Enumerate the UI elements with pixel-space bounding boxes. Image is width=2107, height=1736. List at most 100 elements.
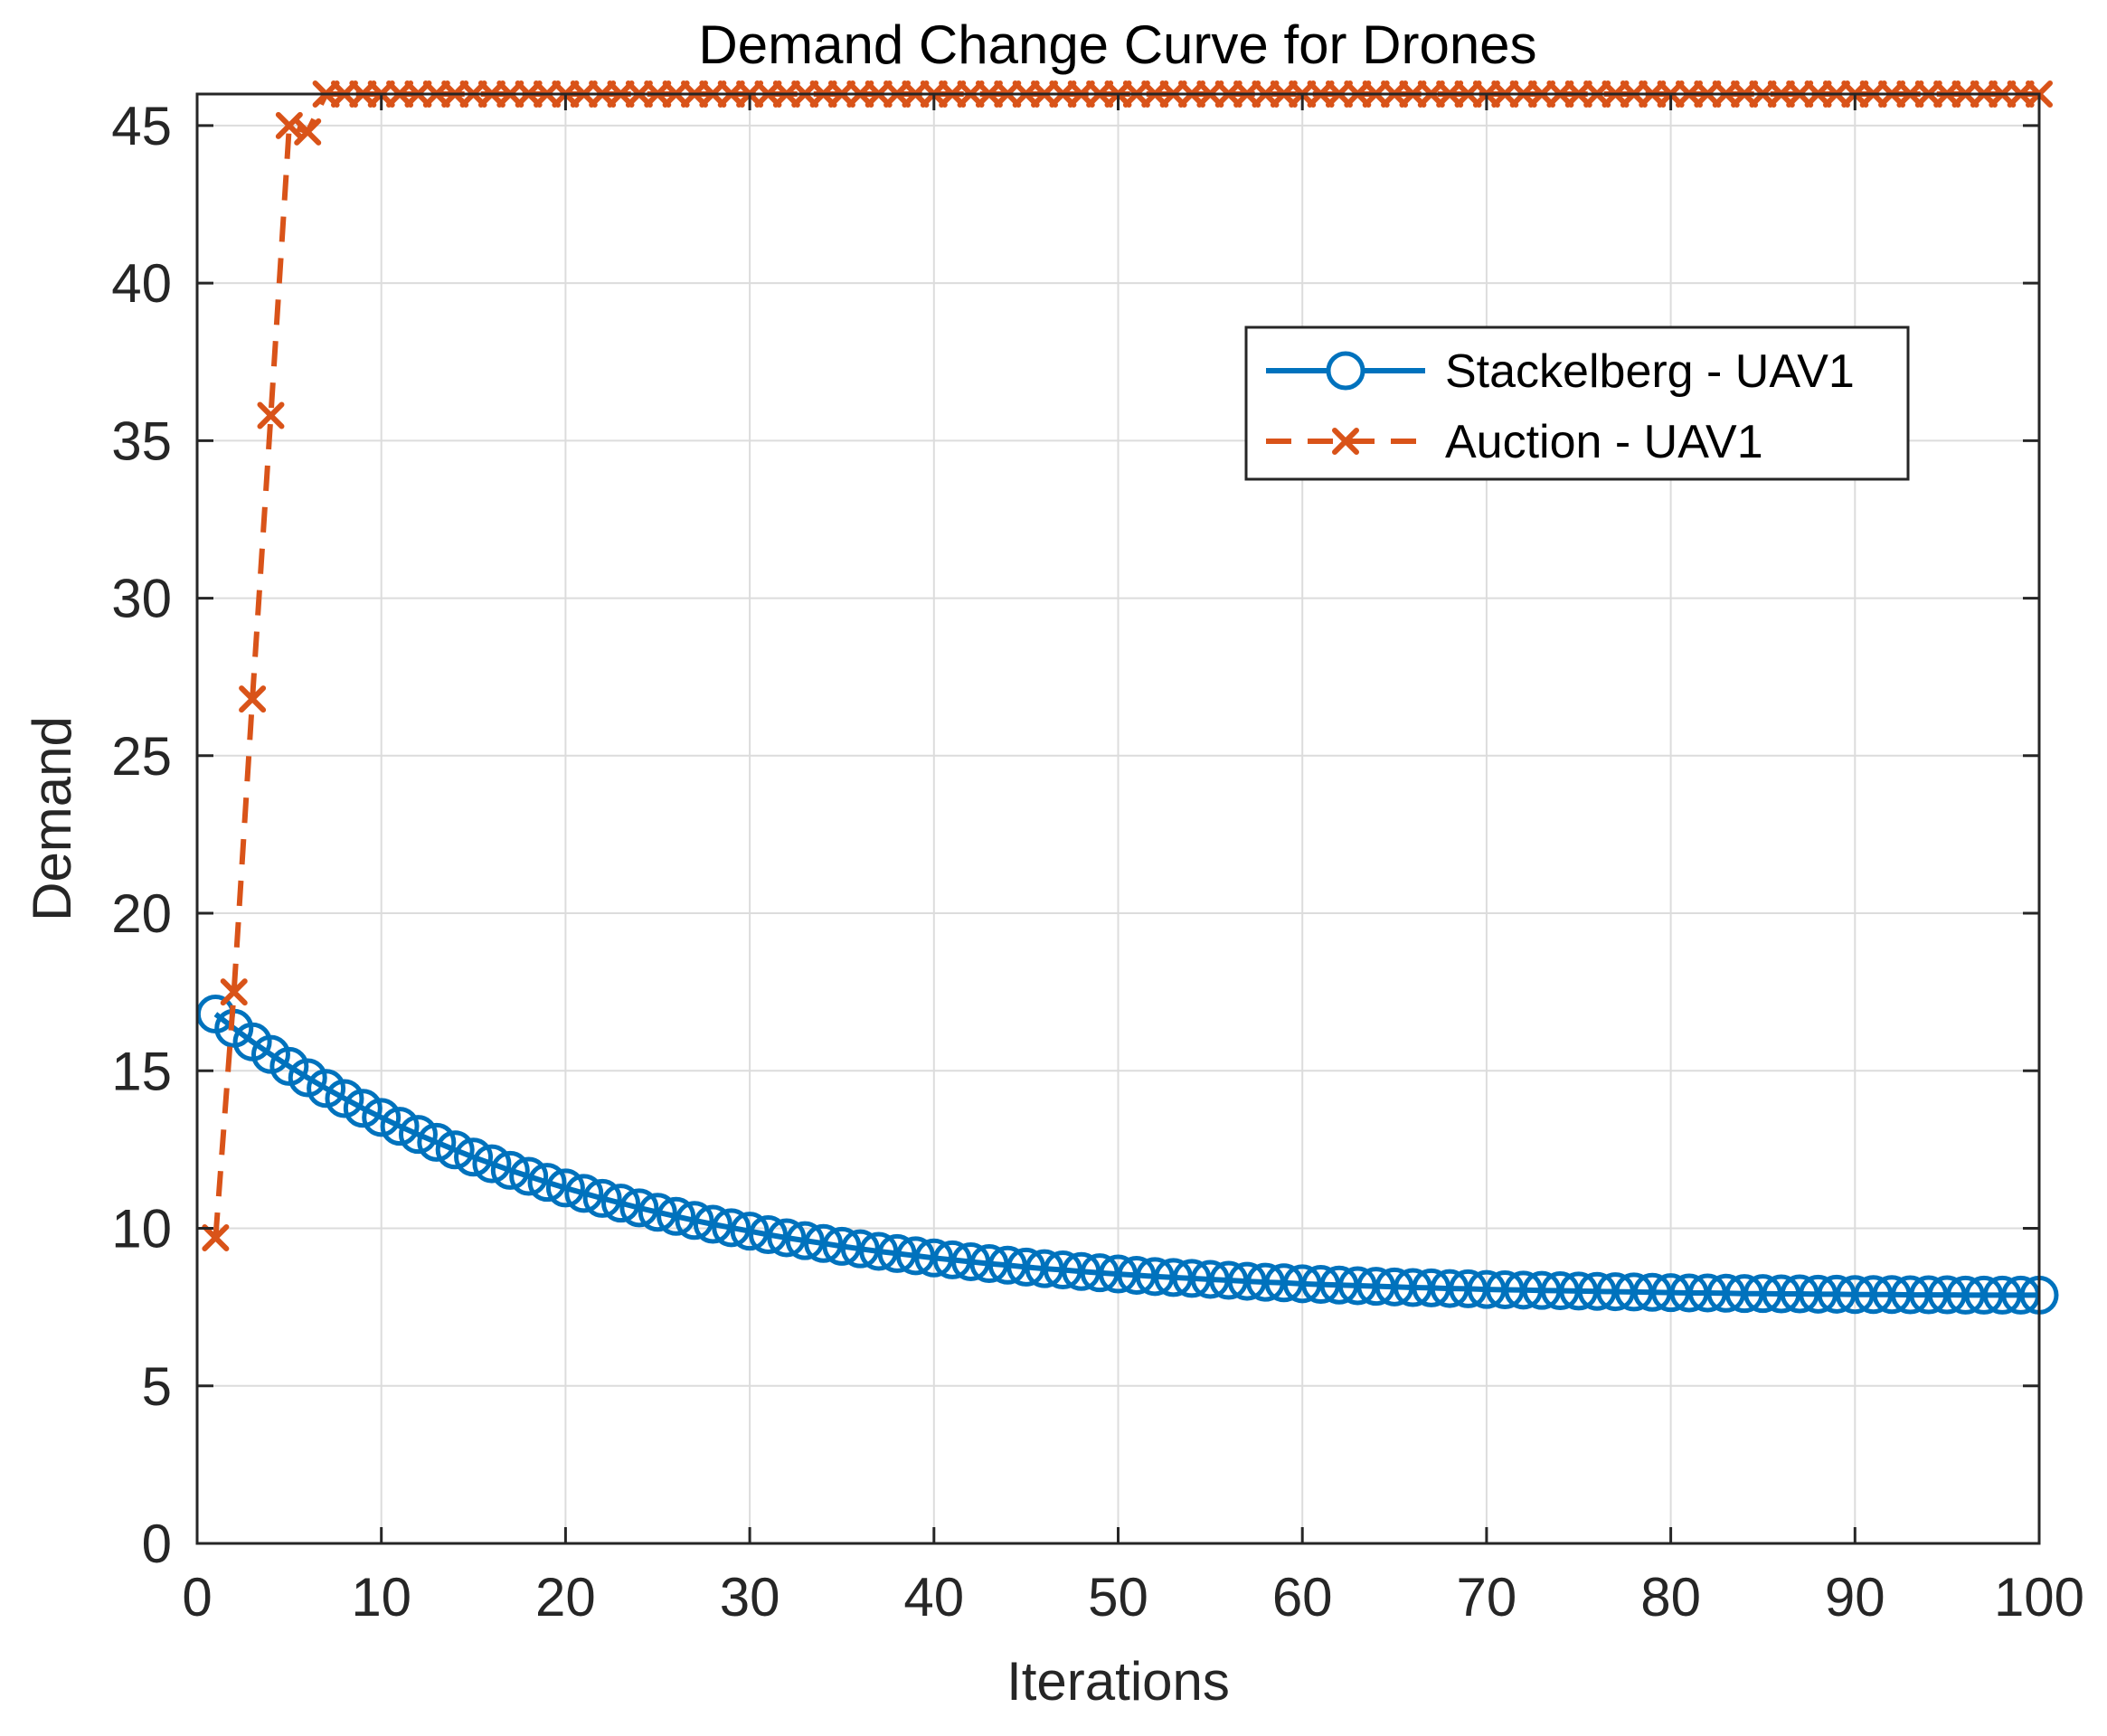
- x-tick-label: 50: [1088, 1567, 1148, 1628]
- y-tick-label: 15: [111, 1041, 172, 1101]
- stackelberg-point: [1890, 1275, 1930, 1315]
- stackelberg-point: [343, 1089, 383, 1128]
- auction-point: [239, 685, 267, 713]
- legend-label: Stackelberg - UAV1: [1445, 345, 1855, 398]
- stackelberg-point: [380, 1107, 420, 1146]
- y-tick-label: 5: [142, 1356, 172, 1417]
- stackelberg-point: [969, 1244, 1009, 1284]
- stackelberg-point: [1577, 1271, 1617, 1311]
- y-tick-label: 0: [142, 1514, 172, 1574]
- y-tick-label: 25: [111, 726, 172, 787]
- stackelberg-point: [1099, 1254, 1138, 1294]
- stackelberg-point: [1651, 1273, 1691, 1313]
- stackelberg-point: [1209, 1260, 1249, 1300]
- stackelberg-point: [1687, 1273, 1727, 1313]
- stackelberg-point: [1835, 1275, 1875, 1315]
- y-tick-label: 45: [111, 96, 172, 156]
- y-tick-label: 40: [111, 253, 172, 314]
- stackelberg-point: [307, 1069, 346, 1109]
- stackelberg-point: [1467, 1269, 1507, 1309]
- stackelberg-point: [1245, 1262, 1285, 1302]
- stackelberg-point: [1430, 1269, 1469, 1308]
- x-tick-label: 30: [720, 1567, 780, 1628]
- x-tick-label: 70: [1457, 1567, 1517, 1628]
- stackelberg-point: [1393, 1268, 1432, 1307]
- stackelberg-point: [1964, 1275, 2004, 1315]
- x-tick-label: 40: [903, 1567, 964, 1628]
- stackelberg-point: [1449, 1269, 1488, 1308]
- stackelberg-point: [509, 1156, 549, 1196]
- stackelberg-point: [675, 1201, 714, 1241]
- stackelberg-point: [1909, 1275, 1949, 1315]
- stackelberg-point: [454, 1137, 494, 1177]
- x-tick-label: 20: [535, 1567, 596, 1628]
- stackelberg-point: [1946, 1275, 1986, 1315]
- stackelberg-point: [1043, 1250, 1082, 1290]
- stackelberg-point: [1264, 1263, 1304, 1303]
- y-tick-label: 20: [111, 883, 172, 944]
- stackelberg-point: [1319, 1265, 1359, 1305]
- stackelberg-point: [1227, 1261, 1267, 1301]
- stackelberg-point: [693, 1204, 732, 1244]
- stackelberg-point: [1117, 1255, 1157, 1295]
- stackelberg-point: [545, 1168, 585, 1208]
- stackelberg-point: [1724, 1274, 1764, 1314]
- stackelberg-point: [1669, 1273, 1709, 1313]
- stackelberg-point: [1706, 1273, 1746, 1313]
- stackelberg-point: [1559, 1271, 1599, 1311]
- stackelberg-point: [1762, 1274, 1801, 1314]
- legend-marker: [1332, 428, 1359, 455]
- stackelberg-point: [564, 1174, 604, 1213]
- legend-label: Auction - UAV1: [1445, 416, 1763, 468]
- stackelberg-point: [1356, 1267, 1396, 1307]
- stackelberg-series: [195, 995, 2059, 1315]
- stackelberg-point: [804, 1223, 844, 1263]
- stackelberg-point: [601, 1184, 641, 1223]
- stackelberg-point: [1540, 1271, 1580, 1311]
- stackelberg-point: [1743, 1274, 1782, 1314]
- stackelberg-point: [1504, 1270, 1544, 1310]
- stackelberg-point: [987, 1245, 1027, 1285]
- stackelberg-point: [951, 1241, 991, 1281]
- stackelberg-point: [362, 1098, 402, 1137]
- y-tick-label: 10: [111, 1199, 172, 1260]
- stackelberg-point: [1062, 1251, 1101, 1291]
- stackelberg-point: [1006, 1247, 1046, 1287]
- stackelberg-point: [435, 1130, 475, 1170]
- stackelberg-point: [1854, 1275, 1894, 1315]
- x-axis-title: Iterations: [1006, 1651, 1230, 1712]
- stackelberg-point: [1080, 1253, 1120, 1293]
- stackelberg-point: [1799, 1274, 1838, 1314]
- y-tick-label: 30: [111, 569, 172, 629]
- stackelberg-point: [527, 1163, 567, 1203]
- stackelberg-line: [213, 1012, 2039, 1298]
- auction-point: [220, 978, 248, 1006]
- stackelberg-point: [1375, 1267, 1414, 1307]
- stackelberg-point: [1190, 1260, 1230, 1299]
- stackelberg-point: [1282, 1264, 1322, 1304]
- stackelberg-point: [1337, 1266, 1377, 1306]
- auction-point: [202, 1223, 230, 1251]
- stackelberg-point: [712, 1208, 751, 1248]
- stackelberg-point: [1982, 1275, 2022, 1315]
- stackelberg-point: [859, 1231, 899, 1271]
- stackelberg-point: [619, 1188, 659, 1228]
- stackelberg-point: [582, 1178, 622, 1218]
- chart-title: Demand Change Curve for Drones: [698, 14, 1536, 75]
- x-tick-label: 100: [1994, 1567, 2084, 1628]
- stackelberg-point: [1595, 1272, 1635, 1312]
- stackelberg-point: [288, 1058, 327, 1098]
- stackelberg-point: [785, 1221, 825, 1260]
- stackelberg-point: [895, 1236, 935, 1276]
- stackelberg-point: [1485, 1269, 1525, 1309]
- stackelberg-point: [1025, 1249, 1064, 1288]
- stackelberg-point: [822, 1226, 862, 1266]
- stackelberg-point: [1780, 1274, 1819, 1314]
- y-axis-title: Demand: [22, 716, 82, 921]
- legend-marker: [1326, 351, 1365, 391]
- stackelberg-point: [638, 1193, 677, 1232]
- stackelberg-point: [1412, 1268, 1451, 1307]
- x-tick-label: 0: [182, 1567, 212, 1628]
- stackelberg-point: [1817, 1274, 1857, 1314]
